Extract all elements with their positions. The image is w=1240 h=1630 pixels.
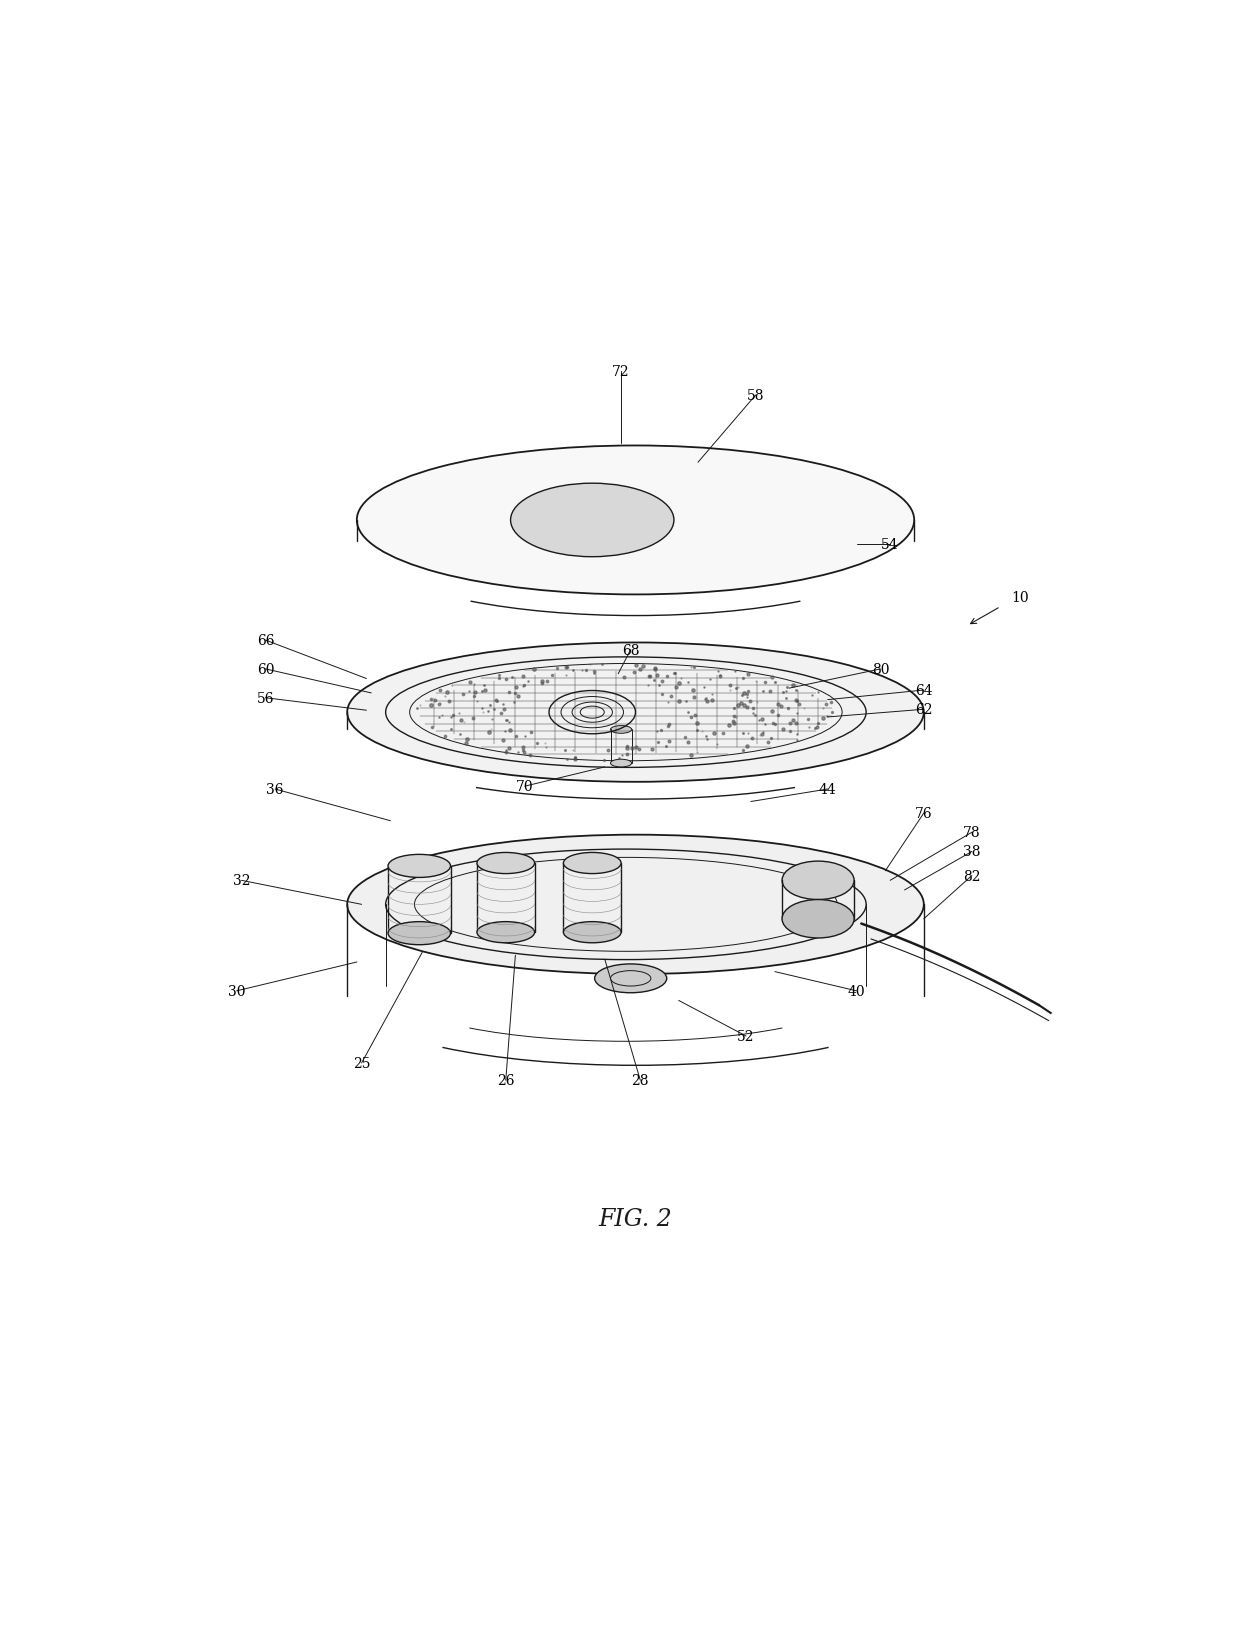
- Ellipse shape: [610, 760, 631, 768]
- Text: 54: 54: [882, 538, 899, 551]
- Text: 76: 76: [915, 807, 932, 820]
- Ellipse shape: [477, 923, 534, 944]
- Text: 52: 52: [738, 1030, 755, 1043]
- Ellipse shape: [347, 835, 924, 975]
- Text: 36: 36: [267, 782, 284, 797]
- Text: 70: 70: [516, 779, 533, 794]
- Ellipse shape: [511, 484, 675, 557]
- Text: 56: 56: [257, 691, 274, 706]
- Text: 44: 44: [818, 782, 837, 797]
- Text: 78: 78: [963, 826, 981, 839]
- Ellipse shape: [534, 494, 650, 546]
- Ellipse shape: [782, 900, 854, 939]
- Text: 64: 64: [915, 683, 932, 698]
- Text: 28: 28: [631, 1074, 649, 1087]
- Ellipse shape: [782, 862, 854, 900]
- Text: 72: 72: [613, 365, 630, 378]
- Ellipse shape: [610, 725, 631, 734]
- Text: 25: 25: [353, 1056, 371, 1071]
- Ellipse shape: [388, 923, 450, 945]
- Ellipse shape: [595, 965, 667, 993]
- Text: FIG. 2: FIG. 2: [599, 1208, 672, 1231]
- Ellipse shape: [357, 447, 914, 595]
- Text: 62: 62: [915, 703, 932, 717]
- Text: 68: 68: [622, 644, 640, 657]
- Ellipse shape: [388, 854, 450, 879]
- Text: 10: 10: [1011, 590, 1029, 605]
- Ellipse shape: [563, 852, 621, 874]
- Text: 58: 58: [746, 390, 764, 403]
- Text: 38: 38: [963, 844, 981, 859]
- Ellipse shape: [347, 644, 924, 782]
- Text: 82: 82: [963, 869, 981, 883]
- Ellipse shape: [477, 852, 534, 874]
- Text: 60: 60: [257, 662, 274, 676]
- Text: 26: 26: [497, 1074, 515, 1087]
- Text: 66: 66: [257, 634, 274, 647]
- Text: 40: 40: [848, 985, 866, 998]
- Text: 30: 30: [228, 985, 246, 998]
- Ellipse shape: [563, 923, 621, 944]
- Text: 80: 80: [872, 662, 889, 676]
- Ellipse shape: [557, 504, 629, 536]
- Text: 32: 32: [233, 874, 250, 888]
